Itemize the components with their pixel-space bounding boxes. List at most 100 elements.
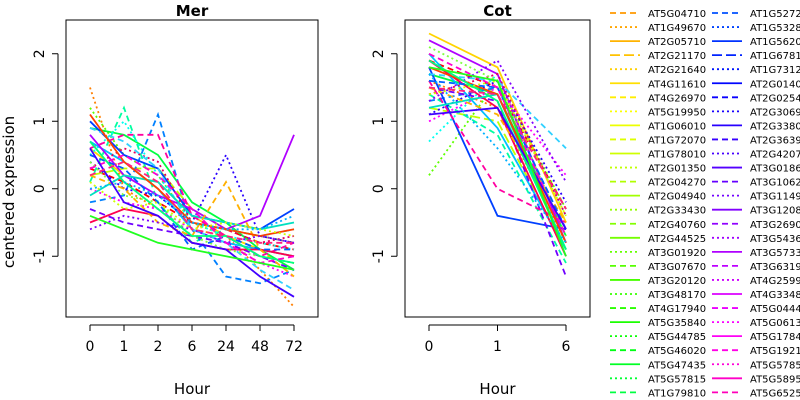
legend-label: AT3G20120: [648, 276, 706, 287]
series-line: [428, 79, 567, 244]
legend-label: AT2G44525: [648, 234, 706, 245]
legend-label: AT3G5436: [750, 234, 800, 245]
series-line: [428, 86, 567, 210]
legend-label: AT3G2690: [750, 220, 800, 231]
legend-label: AT5G6525: [750, 388, 800, 399]
panel-cot: Cot 0 1 6 Hour -1 0 1 2: [371, 2, 591, 398]
legend-label: AT1G06010: [648, 121, 706, 132]
series-line: [428, 86, 567, 277]
plot-frame: [404, 19, 591, 318]
legend-label: AT2G0140: [750, 79, 800, 90]
x-tick-label: 1: [120, 339, 129, 355]
x-tick-label: 6: [562, 339, 571, 355]
series-line: [428, 66, 567, 257]
x-tick-label: 48: [251, 339, 269, 355]
legend-label: AT3G48170: [648, 290, 706, 301]
x-tick-label: 6: [188, 339, 197, 355]
legend-label: AT2G3380: [750, 121, 800, 132]
series-line: [428, 79, 567, 230]
series-line: [89, 113, 295, 237]
y-tick-label: 0: [32, 184, 48, 193]
legend-label: AT1G7312: [750, 65, 800, 76]
legend-label: AT3G01920: [648, 248, 706, 259]
series-line: [89, 208, 295, 271]
x-tick-label: 2: [154, 339, 163, 355]
series-line: [89, 174, 295, 278]
x-tick-label: 0: [425, 339, 434, 355]
series-line: [89, 140, 295, 264]
legend-label: AT2G21640: [648, 65, 706, 76]
series-line: [89, 147, 295, 298]
legend-label: AT1G5272: [750, 9, 800, 20]
series-line: [428, 79, 567, 203]
series-line: [428, 73, 567, 244]
legend-label: AT5G35840: [648, 318, 706, 329]
legend: AT5G04710 AT1G49670 AT2G05710 AT2G21170 AT2G…: [610, 9, 800, 399]
legend-label: AT1G6781: [750, 51, 800, 62]
legend-label: AT1G49670: [648, 23, 706, 34]
legend-label: AT5G5785: [750, 360, 800, 371]
legend-label: AT4G3348: [750, 290, 800, 301]
series-line: [89, 107, 295, 264]
series-line: [428, 86, 567, 176]
legend-label: AT2G04940: [648, 192, 706, 203]
legend-label: AT5G1784: [750, 332, 800, 343]
series-line: [428, 93, 567, 264]
legend-label: AT5G46020: [648, 346, 706, 357]
legend-label: AT5G04710: [648, 9, 706, 20]
legend-label: AT2G3639: [750, 135, 800, 146]
legend-label: AT3G5733: [750, 248, 800, 259]
legend-label: AT4G2599: [750, 276, 800, 287]
legend-label: AT3G1062: [750, 178, 800, 189]
legend-label: AT4G26970: [648, 93, 706, 104]
legend-label: AT3G1208: [750, 206, 800, 217]
y-tick-label: 2: [371, 49, 387, 58]
series-line: [428, 106, 567, 230]
legend-label: AT2G04270: [648, 178, 706, 189]
legend-label: AT5G57815: [648, 374, 706, 385]
chart-title: Mer: [176, 2, 209, 20]
legend-label: AT1G72070: [648, 135, 706, 146]
x-tick-label: 24: [217, 339, 235, 355]
series-line: [428, 72, 567, 217]
series-line: [428, 66, 567, 244]
legend-label: AT4G17940: [648, 304, 706, 315]
legend-label: AT1G78010: [648, 150, 706, 161]
y-tick-label: 0: [371, 184, 387, 193]
legend-label: AT2G4207: [750, 150, 800, 161]
legend-label: AT4G11610: [648, 79, 706, 90]
x-axis-label: Hour: [174, 380, 211, 398]
series-line: [428, 86, 567, 223]
legend-label: AT1G5620: [750, 37, 800, 48]
series-line: [89, 140, 295, 258]
x-tick-label: 72: [285, 339, 303, 355]
legend-label: AT1G5328: [750, 23, 800, 34]
y-tick-label: 2: [32, 49, 48, 58]
x-tick-label: 0: [86, 339, 95, 355]
legend-label: AT2G3069: [750, 107, 800, 118]
legend-label: AT2G33430: [648, 206, 706, 217]
y-tick-label: -1: [32, 249, 48, 263]
panel-mer: Mer 0 1 2 6 24 48 72 Hour -1 0 1 2: [32, 2, 319, 398]
legend-label: AT2G21170: [648, 51, 706, 62]
legend-label: AT5G47435: [648, 360, 706, 371]
legend-label: AT2G40760: [648, 220, 706, 231]
x-axis-label: Hour: [479, 380, 516, 398]
y-axis-label: centered expression: [0, 116, 18, 268]
legend-label: AT3G0186: [750, 164, 800, 175]
series-line: [428, 80, 567, 224]
legend-label: AT2G01350: [648, 164, 706, 175]
legend-label: AT5G0613: [750, 318, 800, 329]
legend-label: AT2G05710: [648, 37, 706, 48]
y-tick-label: 1: [32, 117, 48, 126]
legend-label: AT2G0254: [750, 93, 800, 104]
legend-label: AT5G5895: [750, 374, 800, 385]
series-line: [89, 120, 295, 231]
x-tick-label: 1: [493, 339, 502, 355]
plot-frame: [65, 19, 319, 318]
legend-label: AT1G79810: [648, 388, 706, 399]
legend-label: AT5G1921: [750, 346, 800, 357]
legend-label: AT5G0444: [750, 304, 800, 315]
legend-label: AT3G1149: [750, 192, 800, 203]
